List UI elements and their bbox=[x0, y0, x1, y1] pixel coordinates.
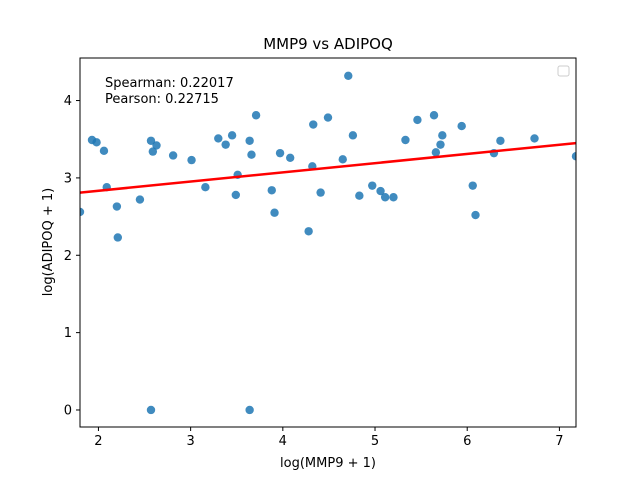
data-point bbox=[355, 191, 364, 200]
data-point bbox=[401, 135, 410, 145]
x-axis-label: log(MMP9 + 1) bbox=[280, 456, 376, 471]
data-point bbox=[251, 111, 261, 120]
data-point bbox=[227, 131, 237, 140]
data-point bbox=[148, 147, 158, 156]
pearson-annotation: Pearson: 0.22715 bbox=[105, 92, 219, 107]
data-point bbox=[316, 188, 325, 197]
data-points bbox=[80, 71, 576, 415]
data-point bbox=[270, 208, 279, 217]
spearman-annotation: Spearman: 0.22017 bbox=[105, 76, 234, 91]
data-point bbox=[201, 182, 210, 192]
data-point bbox=[275, 148, 285, 158]
data-point bbox=[99, 146, 109, 156]
data-point bbox=[187, 155, 196, 165]
data-point bbox=[438, 131, 447, 140]
x-tick-label: 7 bbox=[555, 434, 563, 449]
data-point bbox=[113, 233, 123, 242]
y-axis-label: log(ADIPOQ + 1) bbox=[41, 188, 56, 296]
x-tick-label: 6 bbox=[463, 434, 471, 449]
x-tick-label: 3 bbox=[186, 434, 194, 449]
data-point bbox=[92, 138, 101, 147]
data-point bbox=[436, 140, 445, 149]
data-point bbox=[496, 136, 505, 145]
data-point bbox=[267, 186, 276, 195]
data-point bbox=[146, 136, 156, 145]
data-point bbox=[214, 134, 223, 143]
data-point bbox=[231, 190, 241, 200]
data-point bbox=[245, 136, 254, 145]
data-point bbox=[245, 405, 254, 415]
data-point bbox=[571, 152, 576, 161]
data-point bbox=[431, 148, 441, 157]
data-point bbox=[221, 140, 230, 149]
plot-frame bbox=[79, 57, 577, 428]
y-tick-label: 0 bbox=[64, 403, 72, 418]
y-tick-label: 3 bbox=[64, 171, 72, 186]
data-point bbox=[468, 181, 477, 190]
data-point bbox=[344, 71, 353, 80]
data-point bbox=[413, 115, 422, 125]
regression-line bbox=[80, 141, 576, 194]
data-point bbox=[348, 131, 358, 140]
chart-title: MMP9 vs ADIPOQ bbox=[263, 35, 393, 53]
data-point bbox=[304, 227, 313, 236]
data-point bbox=[112, 202, 122, 211]
data-point bbox=[380, 193, 390, 202]
data-point bbox=[457, 121, 466, 131]
plot-background bbox=[80, 58, 576, 427]
data-point bbox=[80, 207, 85, 217]
data-point bbox=[286, 153, 295, 162]
data-point bbox=[146, 405, 156, 415]
legend-box bbox=[557, 65, 570, 77]
data-point bbox=[247, 150, 256, 159]
data-point bbox=[168, 151, 178, 160]
regression-layer bbox=[80, 141, 576, 194]
data-point bbox=[389, 193, 398, 202]
x-tick-label: 4 bbox=[279, 434, 287, 449]
data-point bbox=[368, 181, 377, 190]
data-point bbox=[530, 134, 539, 143]
x-tick-label: 5 bbox=[371, 434, 379, 449]
x-axis-ticks: 2 3 4 5 6 7 bbox=[94, 427, 564, 449]
data-point bbox=[429, 111, 439, 120]
data-point bbox=[376, 186, 385, 196]
y-tick-label: 1 bbox=[64, 326, 72, 341]
data-point bbox=[152, 141, 161, 150]
plot-area bbox=[80, 58, 576, 427]
data-point bbox=[323, 113, 333, 122]
data-point bbox=[309, 120, 318, 129]
y-tick-label: 4 bbox=[64, 94, 72, 109]
data-point bbox=[338, 155, 347, 164]
data-point bbox=[471, 210, 480, 220]
x-tick-label: 2 bbox=[94, 434, 102, 449]
y-tick-label: 2 bbox=[64, 249, 72, 264]
y-axis-ticks: 0 1 2 3 4 bbox=[64, 94, 80, 418]
data-point bbox=[135, 195, 145, 204]
